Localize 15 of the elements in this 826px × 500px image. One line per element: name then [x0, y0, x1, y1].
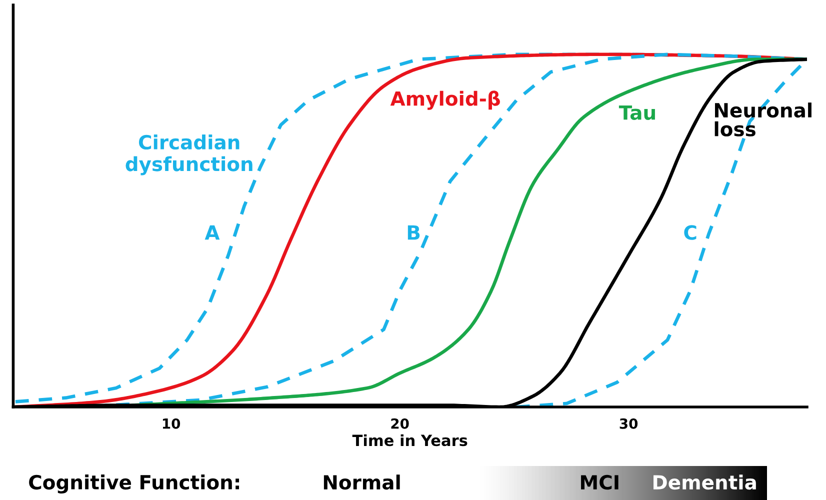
series-label: C — [684, 225, 696, 240]
series-label: A — [204, 225, 220, 240]
x-tick-label: 30 — [620, 418, 638, 429]
text: Dementia — [654, 474, 756, 490]
text: Normal — [324, 474, 400, 490]
series-label: Neuronal loss — [714, 102, 812, 136]
series-label: B — [408, 225, 420, 240]
x-tick-label: 20 — [391, 418, 409, 429]
series-label: Tau — [618, 106, 655, 120]
annotation: Circadian dysfunction — [126, 134, 252, 176]
series-label: Amyloid-β — [390, 90, 500, 110]
x-tick-label: 10 — [162, 418, 180, 429]
text: MCI — [581, 474, 618, 490]
x-axis-title: Time in Years — [352, 434, 468, 446]
text: Cognitive Function: — [29, 474, 240, 494]
